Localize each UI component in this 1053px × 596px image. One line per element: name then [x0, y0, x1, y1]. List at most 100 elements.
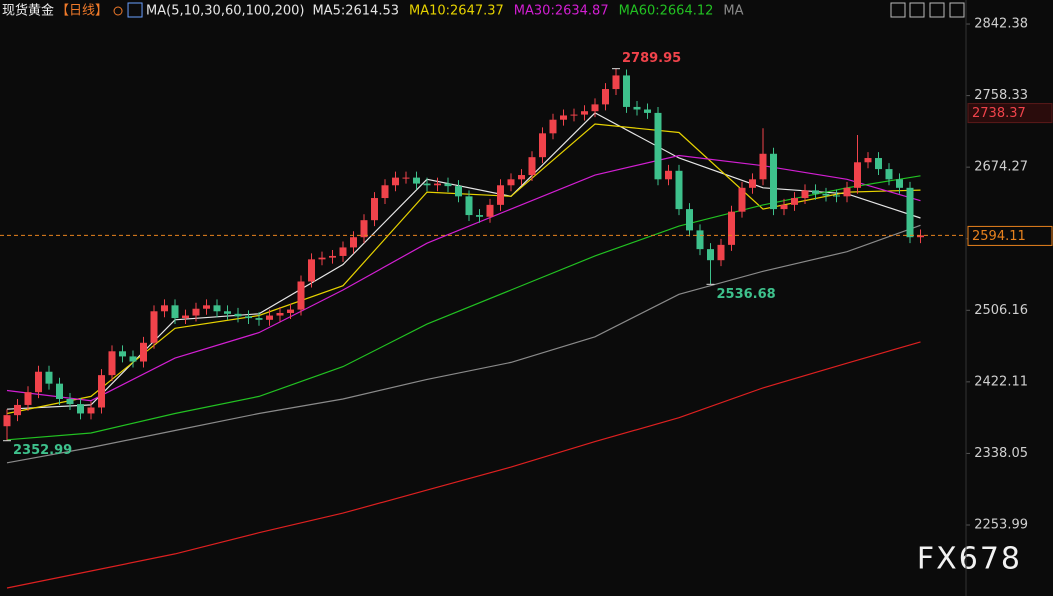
candle-body [161, 305, 168, 312]
marker-price-label: 2738.37 [972, 106, 1026, 121]
candle-body [759, 153, 767, 180]
last-price-label: 2594.11 [972, 229, 1026, 244]
candle-body [738, 187, 746, 212]
indicator-icon [127, 2, 143, 18]
candle-body [570, 114, 578, 116]
candle-body [318, 257, 326, 260]
candle-body [360, 220, 368, 238]
candle-body [339, 247, 347, 256]
candle-body [413, 177, 420, 184]
candle-body [423, 183, 431, 186]
marker-price-box [967, 103, 1053, 124]
y-tick-label: 2758.33 [974, 88, 1028, 103]
y-tick-label: 2422.11 [974, 374, 1028, 389]
candle-body [297, 281, 305, 310]
header-label: MA [723, 4, 743, 19]
y-tick-label: 2253.99 [974, 517, 1028, 532]
candle-body [308, 259, 315, 282]
header-label: MA5:2614.53 [312, 4, 399, 19]
header-label: MA(5,10,30,60,100,200) [146, 4, 304, 19]
annotation-label: 2789.95 [622, 51, 681, 66]
candle-body [234, 313, 242, 317]
candle-body [728, 211, 735, 245]
candle-body [476, 215, 483, 217]
candle-body [171, 305, 179, 319]
candle-body [66, 398, 74, 405]
candle-body [906, 187, 914, 238]
candle-body [623, 75, 630, 107]
candle-body [14, 404, 21, 416]
candle-body [791, 198, 798, 205]
toolbar [890, 2, 965, 18]
candle-body [486, 204, 494, 217]
candle-body [444, 183, 452, 187]
candle-body [854, 162, 861, 188]
candle-body [108, 351, 116, 376]
candle-body [917, 235, 924, 238]
candle-body [560, 115, 567, 120]
candle-body [497, 185, 504, 205]
candle-body [801, 190, 809, 199]
candle-body [581, 111, 588, 115]
candle-body [770, 153, 777, 210]
last-price-box [967, 225, 1053, 246]
candle-body [875, 158, 882, 170]
y-tick-label: 2674.27 [974, 160, 1028, 175]
ma-line [6, 341, 921, 589]
candle-body [77, 404, 84, 414]
candle-body [381, 185, 389, 199]
tool-icon[interactable] [949, 2, 965, 18]
y-tick-label: 2338.05 [974, 446, 1028, 461]
candle-body [885, 169, 893, 180]
candle-body [182, 315, 189, 319]
candle-body [35, 371, 42, 393]
candle-body [402, 177, 410, 179]
candle-body [518, 175, 525, 180]
candle-body [675, 170, 683, 210]
tool-icon[interactable] [909, 2, 925, 18]
candle-body [686, 209, 693, 231]
tool-icon[interactable] [929, 2, 945, 18]
header-label: 现货黄金 [2, 3, 54, 19]
candle-body [150, 311, 158, 343]
header-label: MA10:2647.37 [409, 4, 504, 19]
candle-body [612, 75, 620, 90]
candle-body [539, 133, 546, 158]
candle-body [434, 183, 441, 186]
candle-body [822, 193, 830, 196]
candle-body [392, 177, 399, 186]
candle-body [707, 249, 714, 261]
header-label: MA60:2664.12 [619, 4, 714, 19]
candle-body [465, 196, 473, 216]
candle-body [245, 316, 252, 319]
candle-body [203, 305, 210, 309]
header-label: MA30:2634.87 [514, 4, 609, 19]
candle-body [507, 179, 515, 186]
annotation-label: 2352.99 [13, 443, 72, 458]
candle-body [3, 415, 11, 427]
candle-body [665, 170, 672, 180]
y-tick-label: 2842.38 [974, 17, 1028, 32]
candle-body [654, 112, 662, 180]
candle-body [350, 237, 357, 248]
candle-body [644, 109, 651, 113]
candle-body [371, 198, 378, 221]
candle-body [633, 106, 641, 110]
candle-body [896, 179, 903, 188]
candle-body [717, 244, 725, 261]
candle-body [276, 312, 284, 316]
candle-body [98, 375, 105, 408]
candle-body [24, 392, 32, 405]
candle-body [812, 190, 819, 194]
watermark: FX678 [917, 542, 1022, 577]
header-icon [113, 6, 123, 16]
y-tick-label: 2506.16 [974, 303, 1028, 318]
candle-body [864, 158, 872, 163]
candle-body [833, 195, 840, 197]
candle-body [255, 318, 263, 320]
candle-body [780, 204, 788, 210]
candle-body [528, 157, 536, 176]
tool-icon[interactable] [890, 2, 906, 18]
